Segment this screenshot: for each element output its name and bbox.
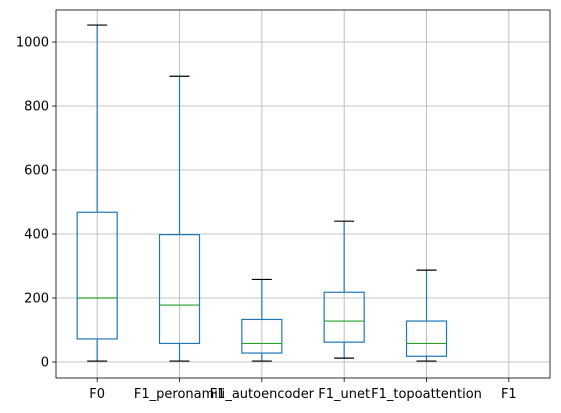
iqr-box bbox=[158, 234, 201, 345]
box-F1_unet bbox=[323, 220, 365, 359]
x-tick-label: F0 bbox=[89, 387, 105, 402]
iqr-box bbox=[241, 318, 283, 354]
y-tick-label: 0 bbox=[41, 356, 49, 371]
grid-layer bbox=[56, 10, 550, 378]
box-F1_peronamili bbox=[158, 75, 201, 362]
x-tick-label: F1_peronamili bbox=[134, 387, 225, 402]
x-tick-label: F1_autoencoder bbox=[210, 387, 315, 402]
y-tick-label: 400 bbox=[24, 228, 49, 243]
box-F1_autoencoder bbox=[241, 278, 283, 362]
iqr-box bbox=[405, 320, 448, 357]
tick-layer: 0 200 400 600 800 1000 F0 F1_peronamiliF1_autoe… bbox=[16, 36, 517, 403]
y-tick-label: 800 bbox=[24, 100, 49, 115]
y-tick-label: 600 bbox=[24, 164, 49, 179]
x-tick-label: F1_unet bbox=[318, 387, 370, 402]
x-tick-label: F1 bbox=[501, 387, 517, 402]
y-tick-label: 200 bbox=[24, 292, 49, 307]
x-tick-label: F1_topoattention bbox=[371, 387, 482, 402]
iqr-box bbox=[76, 211, 118, 340]
box-F0 bbox=[76, 24, 118, 362]
box-layer bbox=[76, 24, 448, 362]
plot-frame bbox=[55, 9, 551, 379]
y-tick-label: 1000 bbox=[16, 36, 49, 51]
box-F1_topoattention bbox=[405, 269, 448, 362]
iqr-box bbox=[323, 291, 365, 343]
